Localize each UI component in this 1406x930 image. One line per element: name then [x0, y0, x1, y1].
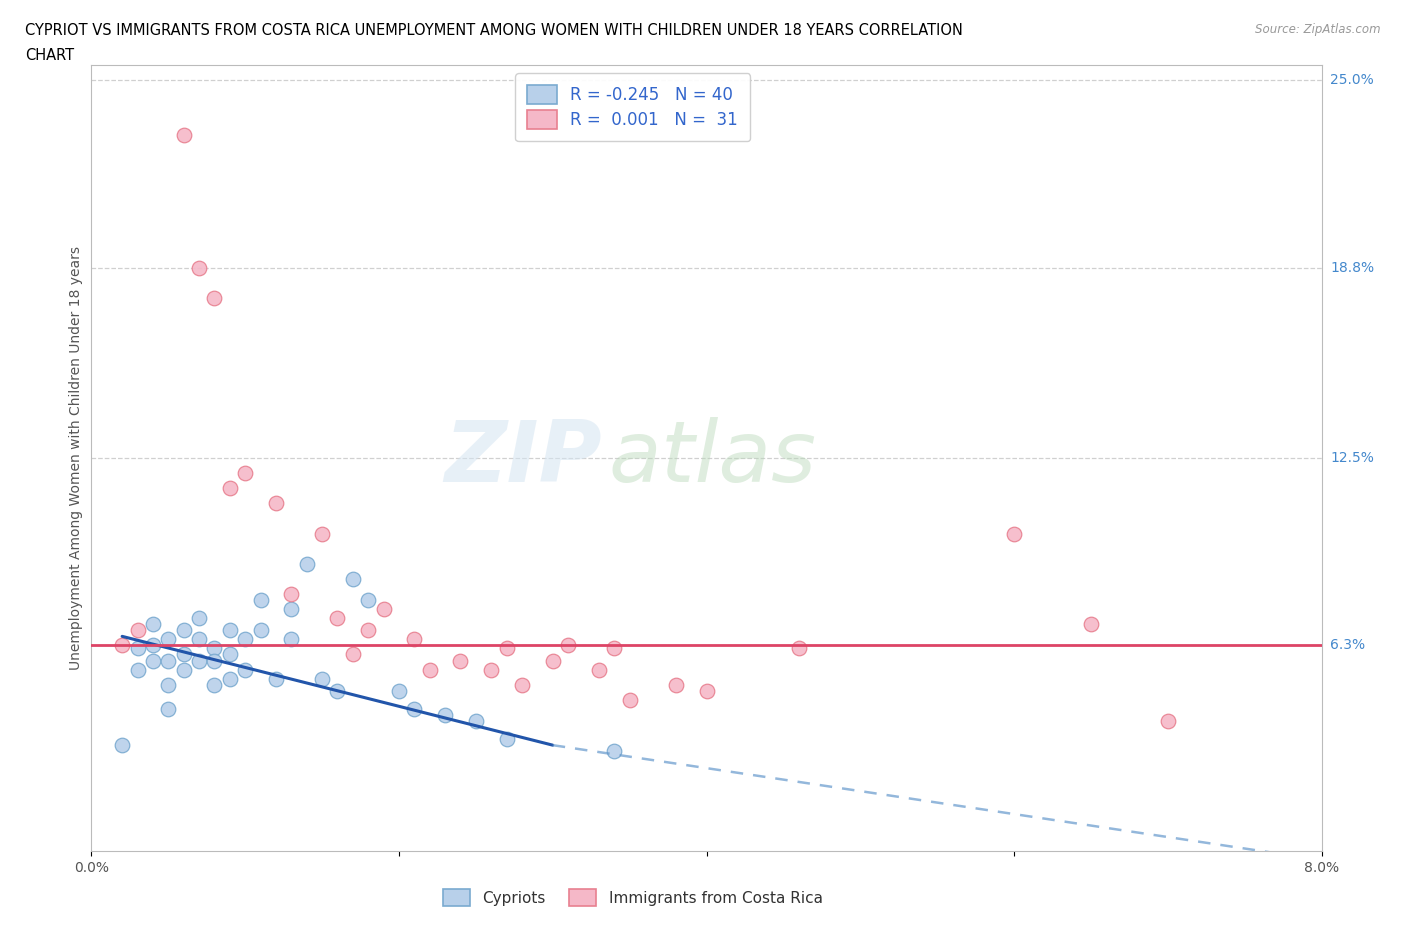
Point [188, 632, 211, 647]
Point [202, 290, 225, 305]
Text: 6.3%: 6.3% [1330, 638, 1365, 653]
Legend: Cypriots, Immigrants from Costa Rica: Cypriots, Immigrants from Costa Rica [436, 881, 830, 914]
Point [157, 653, 180, 668]
Point [280, 632, 302, 647]
Point [295, 556, 318, 571]
Point [419, 662, 441, 677]
Point [202, 641, 225, 656]
Point [173, 662, 195, 677]
Point [188, 260, 211, 275]
Point [357, 623, 380, 638]
Point [173, 647, 195, 662]
Point [557, 638, 579, 653]
Point [233, 466, 256, 481]
Point [233, 632, 256, 647]
Point [603, 641, 626, 656]
Point [127, 641, 149, 656]
Point [142, 617, 165, 631]
Point [357, 592, 380, 607]
Point [603, 744, 626, 759]
Text: CHART: CHART [25, 48, 75, 63]
Point [342, 571, 364, 586]
Point [326, 684, 349, 698]
Point [264, 496, 287, 511]
Point [1157, 713, 1180, 728]
Point [449, 653, 471, 668]
Text: ZIP: ZIP [444, 417, 602, 499]
Text: 12.5%: 12.5% [1330, 451, 1374, 465]
Point [311, 671, 333, 686]
Point [202, 653, 225, 668]
Point [280, 587, 302, 602]
Point [588, 662, 610, 677]
Y-axis label: Unemployment Among Women with Children Under 18 years: Unemployment Among Women with Children U… [69, 246, 83, 670]
Point [404, 701, 426, 716]
Point [157, 701, 180, 716]
Point [464, 713, 486, 728]
Point [111, 638, 134, 653]
Point [218, 671, 240, 686]
Point [342, 647, 364, 662]
Point [326, 611, 349, 626]
Text: CYPRIOT VS IMMIGRANTS FROM COSTA RICA UNEMPLOYMENT AMONG WOMEN WITH CHILDREN UND: CYPRIOT VS IMMIGRANTS FROM COSTA RICA UN… [25, 23, 963, 38]
Point [202, 677, 225, 692]
Point [249, 592, 271, 607]
Text: 25.0%: 25.0% [1330, 73, 1374, 87]
Point [173, 623, 195, 638]
Point [157, 632, 180, 647]
Point [111, 737, 134, 752]
Point [311, 526, 333, 541]
Point [142, 638, 165, 653]
Point [264, 671, 287, 686]
Point [541, 653, 564, 668]
Point [142, 653, 165, 668]
Point [388, 684, 411, 698]
Point [495, 641, 517, 656]
Point [218, 623, 240, 638]
Point [695, 684, 717, 698]
Point [233, 662, 256, 677]
Point [173, 127, 195, 142]
Point [1080, 617, 1102, 631]
Point [218, 481, 240, 496]
Point [495, 732, 517, 747]
Text: atlas: atlas [607, 417, 815, 499]
Point [404, 632, 426, 647]
Point [249, 623, 271, 638]
Text: Source: ZipAtlas.com: Source: ZipAtlas.com [1256, 23, 1381, 36]
Point [127, 662, 149, 677]
Point [619, 692, 641, 708]
Point [218, 647, 240, 662]
Point [787, 641, 810, 656]
Point [479, 662, 502, 677]
Point [280, 602, 302, 617]
Point [157, 677, 180, 692]
Text: 18.8%: 18.8% [1330, 260, 1374, 274]
Point [434, 708, 457, 723]
Point [188, 611, 211, 626]
Point [188, 653, 211, 668]
Point [510, 677, 533, 692]
Point [665, 677, 688, 692]
Point [127, 623, 149, 638]
Point [373, 602, 395, 617]
Point [1002, 526, 1025, 541]
